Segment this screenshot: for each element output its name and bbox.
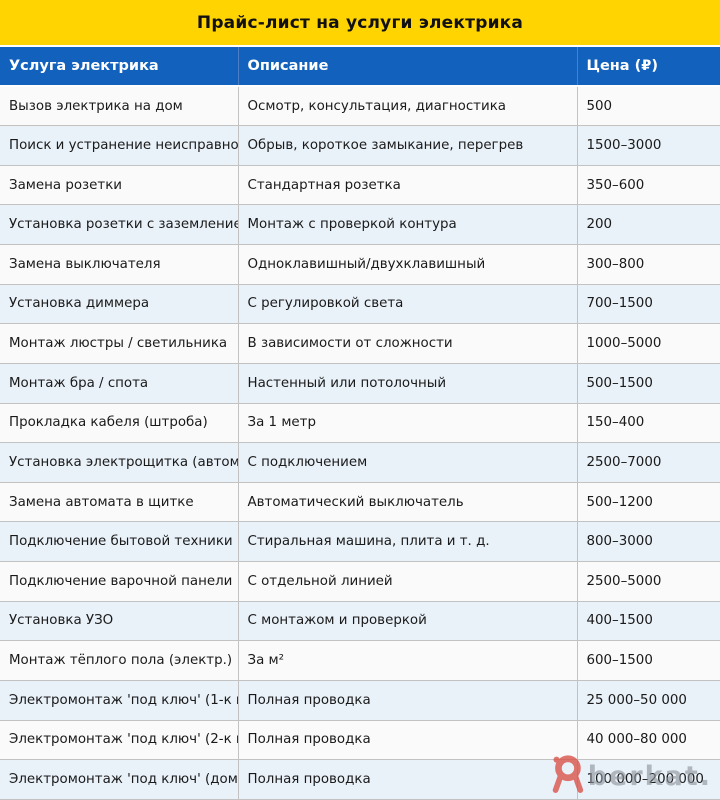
service-cell: Прокладка кабеля (штроба) — [0, 403, 238, 444]
price-cell: 2500–5000 — [576, 561, 720, 602]
service-cell: Электромонтаж 'под ключ' (дом 100 м²) — [0, 759, 238, 800]
description-cell: С монтажом и проверкой — [237, 601, 577, 642]
table-row: Электромонтаж 'под ключ' (2-к кв.) Полна… — [0, 720, 720, 761]
service-cell: Поиск и устранение неисправности — [0, 125, 238, 166]
description-cell: С подключением — [237, 442, 577, 483]
table-row: Электромонтаж 'под ключ' (1-к кв.) Полна… — [0, 680, 720, 721]
table-body: Вызов электрика на дом Осмотр, консульта… — [0, 86, 720, 800]
price-cell: 2500–7000 — [576, 442, 720, 483]
description-cell: В зависимости от сложности — [237, 323, 577, 364]
table-header: Услуга электрика Описание Цена (₽) — [0, 45, 720, 87]
service-cell: Электромонтаж 'под ключ' (2-к кв.) — [0, 720, 238, 761]
service-cell: Подключение варочной панели — [0, 561, 238, 602]
description-cell: За м² — [237, 640, 577, 681]
table-row: Электромонтаж 'под ключ' (дом 100 м²) По… — [0, 759, 720, 800]
service-cell: Электромонтаж 'под ключ' (1-к кв.) — [0, 680, 238, 721]
price-cell: 40 000–80 000 — [576, 720, 720, 761]
table-row: Вызов электрика на дом Осмотр, консульта… — [0, 86, 720, 127]
table-row: Установка электрощитка (автоматы) С подк… — [0, 442, 720, 483]
table-row: Монтаж бра / спота Настенный или потолоч… — [0, 363, 720, 404]
description-cell: Стандартная розетка — [237, 165, 577, 206]
service-cell: Установка диммера — [0, 284, 238, 325]
price-cell: 500–1200 — [576, 482, 720, 523]
price-cell: 300–800 — [576, 244, 720, 285]
service-cell: Вызов электрика на дом — [0, 86, 238, 127]
service-cell: Замена автомата в щитке — [0, 482, 238, 523]
table-row: Установка диммера С регулировкой света 7… — [0, 284, 720, 325]
description-cell: Одноклавишный/двухклавишный — [237, 244, 577, 285]
price-cell: 150–400 — [576, 403, 720, 444]
service-cell: Установка розетки с заземлением — [0, 204, 238, 245]
service-cell: Замена розетки — [0, 165, 238, 206]
description-cell: За 1 метр — [237, 403, 577, 444]
table-row: Монтаж люстры / светильника В зависимост… — [0, 323, 720, 364]
table-row: Монтаж тёплого пола (электр.) За м² 600–… — [0, 640, 720, 681]
service-cell: Установка УЗО — [0, 601, 238, 642]
price-cell: 1500–3000 — [576, 125, 720, 166]
description-cell: Автоматический выключатель — [237, 482, 577, 523]
table-row: Замена автомата в щитке Автоматический в… — [0, 482, 720, 523]
description-cell: С регулировкой света — [237, 284, 577, 325]
price-cell: 25 000–50 000 — [576, 680, 720, 721]
price-cell: 800–3000 — [576, 521, 720, 562]
header-row: Услуга электрика Описание Цена (₽) — [0, 45, 720, 87]
page-title: Прайс-лист на услуги электрика — [196, 12, 524, 33]
title-bar: Прайс-лист на услуги электрика — [0, 0, 720, 45]
table-row: Замена розетки Стандартная розетка 350–6… — [0, 165, 720, 206]
service-cell: Монтаж бра / спота — [0, 363, 238, 404]
price-cell: 200 — [576, 204, 720, 245]
price-cell: 600–1500 — [576, 640, 720, 681]
column-header-service: Услуга электрика — [0, 45, 238, 87]
table-row: Установка розетки с заземлением Монтаж с… — [0, 204, 720, 245]
table-row: Подключение бытовой техники Стиральная м… — [0, 521, 720, 562]
description-cell: Полная проводка — [237, 680, 577, 721]
service-cell: Установка электрощитка (автоматы) — [0, 442, 238, 483]
table-row: Подключение варочной панели С отдельной … — [0, 561, 720, 602]
table-row: Поиск и устранение неисправности Обрыв, … — [0, 125, 720, 166]
table-row: Установка УЗО С монтажом и проверкой 400… — [0, 601, 720, 642]
service-cell: Подключение бытовой техники — [0, 521, 238, 562]
description-cell: Полная проводка — [237, 720, 577, 761]
table-row: Прокладка кабеля (штроба) За 1 метр 150–… — [0, 403, 720, 444]
description-cell: С отдельной линией — [237, 561, 577, 602]
price-cell: 500–1500 — [576, 363, 720, 404]
column-header-price: Цена (₽) — [576, 45, 720, 87]
price-cell: 700–1500 — [576, 284, 720, 325]
table-row: Замена выключателя Одноклавишный/двухкла… — [0, 244, 720, 285]
price-cell: 350–600 — [576, 165, 720, 206]
price-cell: 1000–5000 — [576, 323, 720, 364]
service-cell: Монтаж тёплого пола (электр.) — [0, 640, 238, 681]
price-cell: 400–1500 — [576, 601, 720, 642]
description-cell: Настенный или потолочный — [237, 363, 577, 404]
price-cell: 100 000–200 000 — [576, 759, 720, 800]
service-cell: Монтаж люстры / светильника — [0, 323, 238, 364]
description-cell: Обрыв, короткое замыкание, перегрев — [237, 125, 577, 166]
description-cell: Осмотр, консультация, диагностика — [237, 86, 577, 127]
description-cell: Монтаж с проверкой контура — [237, 204, 577, 245]
column-header-description: Описание — [237, 45, 577, 87]
description-cell: Полная проводка — [237, 759, 577, 800]
description-cell: Стиральная машина, плита и т. д. — [237, 521, 577, 562]
service-cell: Замена выключателя — [0, 244, 238, 285]
price-table: Услуга электрика Описание Цена (₽) Вызов… — [0, 45, 720, 800]
price-cell: 500 — [576, 86, 720, 127]
